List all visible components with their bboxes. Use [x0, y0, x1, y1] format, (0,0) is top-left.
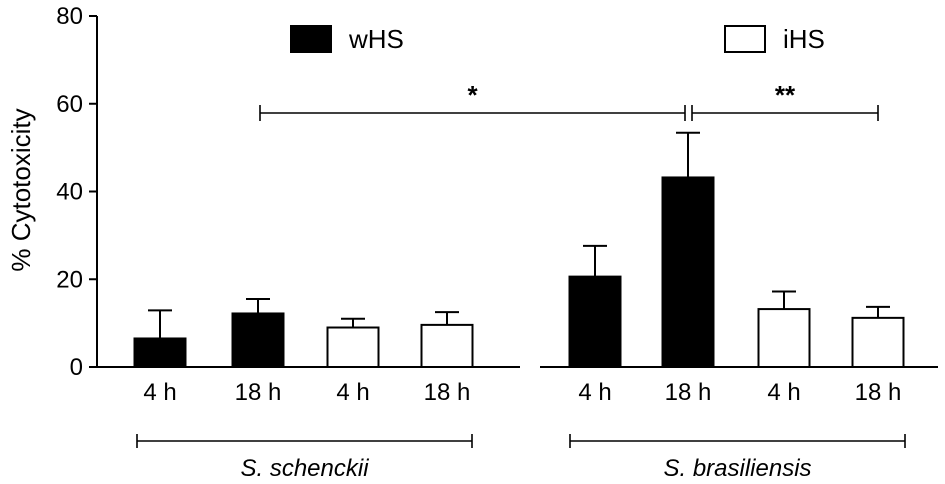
x-tick-label: 18 h: [424, 379, 471, 406]
x-tick-label: 18 h: [855, 379, 902, 406]
y-axis-label: % Cytotoxicity: [6, 108, 36, 271]
y-tick-label: 80: [56, 3, 83, 30]
legend-swatch-0: [290, 25, 332, 53]
bar-6: [757, 308, 811, 368]
bar-7: [851, 316, 905, 368]
bar-5: [661, 176, 715, 368]
y-tick-label: 40: [56, 179, 83, 206]
group-label: S. brasiliensis: [663, 455, 811, 482]
bar-1: [231, 312, 285, 369]
x-tick-label: 4 h: [767, 379, 800, 406]
x-tick-label: 4 h: [143, 379, 176, 406]
x-tick-labels: 4 h 18 h 4 h 18 h 4 h 18 h 4 h 18 h: [143, 379, 901, 406]
y-tick-label: 60: [56, 91, 83, 118]
legend-label: wHS: [348, 24, 404, 54]
x-tick-label: 4 h: [578, 379, 611, 406]
group-brackets: S. schenckii S. brasiliensis: [136, 434, 906, 482]
significance-label: *: [467, 80, 478, 110]
x-tick-label: 18 h: [665, 379, 712, 406]
bar-0: [133, 337, 187, 369]
bar-3: [420, 323, 474, 369]
y-tick-label: 20: [56, 266, 83, 293]
legend: wHS iHS: [290, 24, 825, 54]
bars: [133, 131, 905, 369]
y-tick-label: 0: [70, 354, 83, 381]
x-tick-label: 4 h: [336, 379, 369, 406]
significance-label: **: [775, 80, 796, 110]
x-tick-label: 18 h: [235, 379, 282, 406]
legend-label: iHS: [783, 24, 825, 54]
axes: [96, 16, 938, 368]
significance-brackets: * **: [259, 80, 879, 121]
legend-swatch-1: [724, 25, 766, 53]
bar-4: [568, 275, 622, 368]
group-label: S. schenckii: [240, 455, 369, 482]
y-ticks: 0 20 40 60 80: [56, 3, 97, 381]
bar-2: [326, 326, 380, 369]
